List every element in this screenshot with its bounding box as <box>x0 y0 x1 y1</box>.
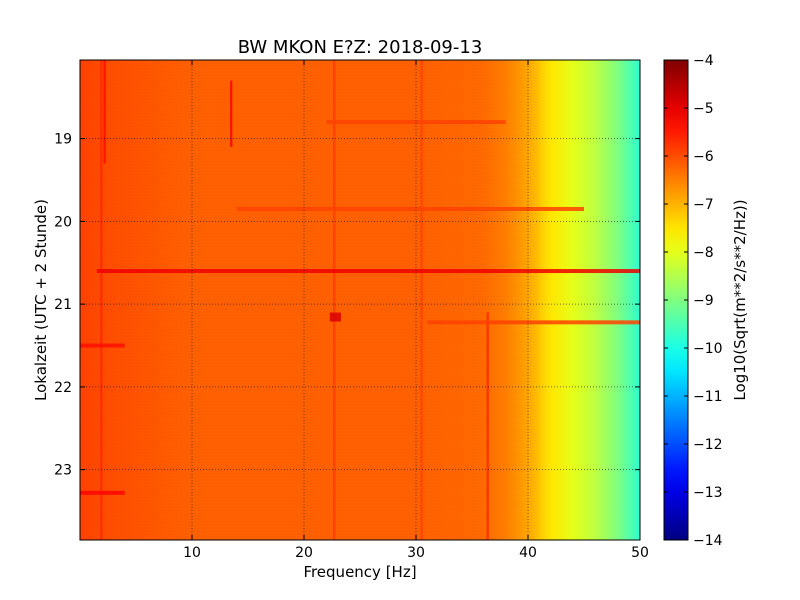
y-axis-label: Lokalzeit (UTC + 2 Stunde) <box>32 199 50 401</box>
x-tick-label: 30 <box>407 545 425 561</box>
x-tick-label: 40 <box>519 545 537 561</box>
horizontal-feature <box>80 490 125 495</box>
colorbar-label: Log10(Sqrt(m**2/s**2/Hz)) <box>731 199 749 400</box>
colorbar-tick-label: −14 <box>693 533 723 549</box>
colorbar-ticks: −4 −5 −6 −7 −8 −9 −10 −11 −12 −13 −14 <box>664 53 723 549</box>
colorbar-tick-label: −5 <box>693 101 714 117</box>
vertical-feature <box>103 60 106 164</box>
horizontal-feature <box>236 206 585 211</box>
colorbar-tick-label: −4 <box>693 53 714 69</box>
plot-area <box>80 60 640 540</box>
grid-lines <box>80 60 640 540</box>
horizontal-feature <box>326 120 506 125</box>
colorbar-tick-label: −8 <box>693 245 714 261</box>
horizontal-feature <box>329 312 341 322</box>
vertical-feature <box>486 312 489 540</box>
colorbar-tick-label: −12 <box>693 437 723 453</box>
colorbar-tick-label: −11 <box>693 389 723 405</box>
spectrogram-texture <box>80 60 540 538</box>
horizontal-feature <box>427 320 640 325</box>
plot-frame <box>79 59 641 541</box>
vertical-feature <box>420 60 423 540</box>
x-tick-label: 50 <box>631 545 649 561</box>
colorbar-tick-label: −10 <box>693 341 723 357</box>
vertical-feature <box>100 60 103 540</box>
x-axis-label: Frequency [Hz] <box>303 563 416 581</box>
y-tick-label: 22 <box>54 380 72 396</box>
horizontal-feature <box>96 269 640 274</box>
colorbar-tick-label: −13 <box>693 485 723 501</box>
x-axis: 10 20 30 40 50 <box>183 60 649 561</box>
x-tick-label: 10 <box>183 545 201 561</box>
spectrogram-features <box>80 60 640 540</box>
colorbar-tick-label: −7 <box>693 197 714 213</box>
chart-title: BW MKON E?Z: 2018-09-13 <box>238 37 483 58</box>
vertical-feature <box>333 60 336 540</box>
y-tick-label: 20 <box>54 214 72 230</box>
y-axis: 19 20 21 22 23 <box>54 132 640 479</box>
vertical-feature <box>230 80 233 147</box>
y-tick-label: 21 <box>54 297 72 313</box>
colorbar-tick-label: −9 <box>693 293 714 309</box>
colorbar-tick-label: −6 <box>693 149 714 165</box>
x-tick-label: 20 <box>295 545 313 561</box>
horizontal-feature <box>80 343 125 348</box>
spectrogram-background <box>80 60 640 540</box>
y-tick-label: 23 <box>54 463 72 479</box>
colorbar: −4 −5 −6 −7 −8 −9 −10 −11 −12 −13 −14 Log10(Sqrt(m… <box>663 53 749 549</box>
y-tick-label: 19 <box>54 132 72 148</box>
